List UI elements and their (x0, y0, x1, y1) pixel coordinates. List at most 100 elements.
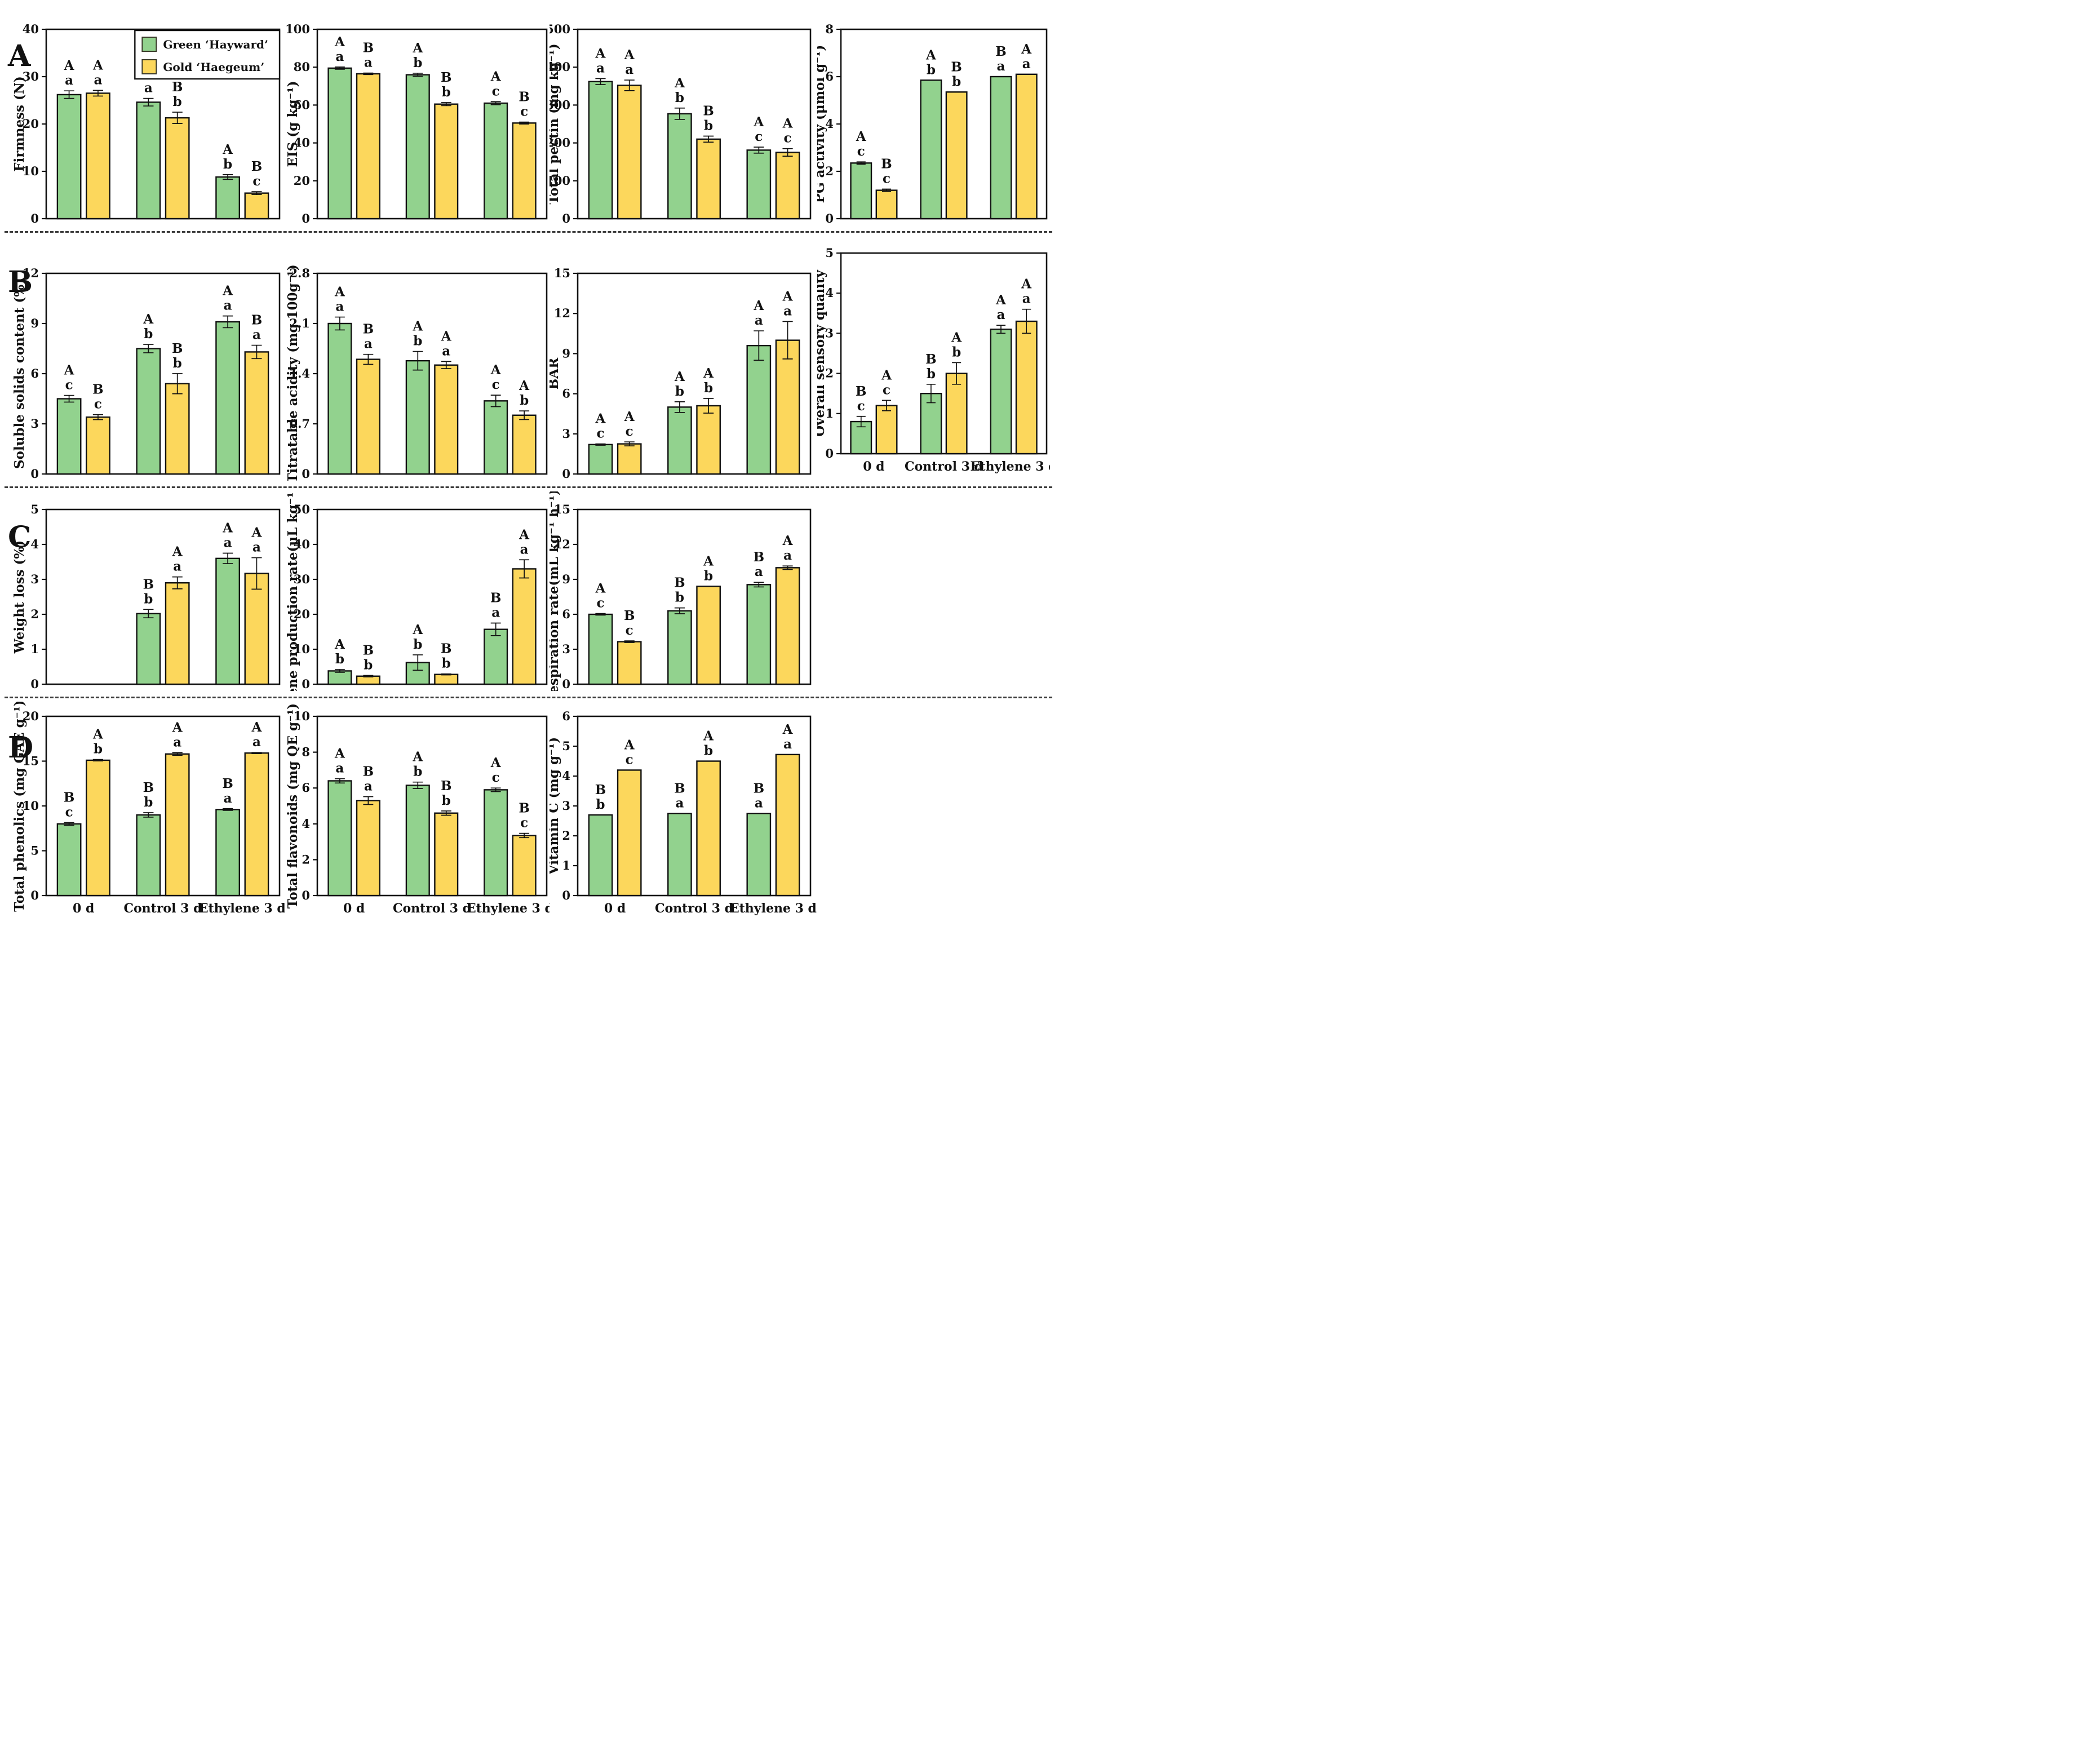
bar (405, 74, 430, 220)
bar (434, 364, 459, 475)
error-bar (754, 330, 764, 361)
legend-label: Gold ‘Haegeum’ (163, 60, 264, 74)
y-tick-label: 0 (562, 211, 570, 225)
sig-letter-lower: c (857, 144, 865, 159)
y-axis-label: Total phenolics (mg GAE g⁻¹) (12, 702, 27, 912)
bar-group-0-d-gold: Ab (86, 727, 110, 897)
error-bar (363, 72, 374, 76)
sig-letter-lower: c (626, 623, 633, 638)
error-bar (754, 582, 764, 588)
sig-letter-lower: c (784, 131, 792, 146)
error-bar (413, 73, 423, 77)
bar (356, 800, 380, 897)
bar (990, 76, 1012, 220)
sig-letter-upper: A (753, 298, 764, 313)
error-bar (754, 147, 764, 154)
error-bar (674, 107, 685, 120)
legend-swatch-green (141, 37, 157, 52)
sig-letter-upper: A (334, 34, 345, 50)
sig-letter-lower: a (783, 548, 792, 563)
y-tick-label: 0 (30, 211, 39, 225)
sig-letter-lower: a (224, 298, 232, 313)
sig-letter-upper: B (595, 782, 606, 797)
error-bar (703, 135, 714, 143)
sig-letter-upper: A (753, 114, 764, 130)
error-bar (222, 174, 233, 180)
bar-group-0-d-green: Aa (327, 746, 352, 897)
sig-letter-lower: a (173, 559, 181, 574)
chart-titratable-acidity: 0 0.7 1.4 2.1 2.8 Titratable acidity (mg 100g… (285, 256, 550, 483)
sig-letter-upper: A (782, 116, 794, 131)
error-bar (674, 607, 685, 614)
sig-letter-upper: B (674, 575, 685, 591)
bar-group-Ethylene-3-d-green: Aa (990, 293, 1012, 455)
plot-box (316, 715, 548, 897)
sig-letter-lower: b (413, 764, 422, 779)
sig-letter-lower: a (335, 761, 344, 776)
error-bar (490, 622, 501, 636)
plot-box (577, 272, 812, 475)
sig-letter-lower: a (783, 737, 792, 752)
error-bar (143, 98, 154, 107)
sig-letter-lower: b (704, 743, 713, 759)
bar-group-0-d-gold: Bc (875, 157, 898, 220)
sig-letter-upper: A (703, 553, 714, 569)
y-tick-label: 0 (825, 446, 834, 460)
y-tick-label: 40 (294, 136, 310, 150)
error-bar (441, 361, 451, 369)
bar-group-Control-3-d-green: Ab (667, 369, 692, 475)
sig-letter-upper: A (1021, 42, 1032, 57)
y-axis-label: Titratable acidity (mg 100g⁻¹) (285, 264, 300, 481)
sig-letter-upper: B (251, 159, 262, 174)
sig-letter-upper: A (172, 544, 183, 560)
y-axis-label: Ethylene production rate(μL kg⁻¹ h⁻¹) (285, 491, 300, 691)
error-bar (782, 565, 793, 570)
bar-group-Ethylene-3-d-green: Ac (746, 114, 772, 220)
y-axis-label: BAR (550, 357, 561, 389)
sig-letter-upper: A (222, 142, 233, 157)
bar-group-Ethylene-3-d-green: Aa (215, 521, 240, 685)
x-tick-label: 0 d (73, 901, 94, 916)
bar (1015, 320, 1038, 455)
bar (945, 91, 968, 220)
sig-letter-upper: A (856, 129, 867, 144)
y-tick-label: 9 (562, 572, 570, 586)
sig-letter-lower: c (520, 104, 528, 119)
sig-letter-lower: b (413, 637, 422, 652)
sig-letter-lower: a (364, 336, 373, 352)
bar-group-Control-3-d-gold: Ab (696, 553, 721, 685)
bar-group-0-d-gold: Aa (86, 57, 110, 220)
error-bar (595, 78, 606, 85)
y-tick-label: 3 (30, 416, 39, 431)
sig-letter-upper: B (143, 577, 154, 592)
sig-letter-lower: c (94, 397, 102, 412)
bar-group-0-d-gold: Ba (356, 764, 380, 897)
y-axis-label: Firmness (N) (12, 76, 27, 172)
sig-letter-lower: c (520, 816, 528, 831)
bar (484, 628, 508, 685)
sig-letter-upper: B (490, 591, 501, 606)
error-bar (413, 781, 423, 790)
sig-letter-upper: B (222, 776, 233, 791)
y-tick-label: 2 (562, 828, 570, 843)
plot-box (840, 252, 1048, 455)
bar-group-Ethylene-3-d-gold: Bc (512, 801, 537, 897)
sig-letter-lower: a (364, 55, 373, 70)
bar-group-Ethylene-3-d-gold: Bc (512, 90, 537, 220)
y-tick-label: 100 (285, 22, 310, 36)
sig-letter-upper: A (782, 533, 794, 548)
sig-letter-upper: A (334, 637, 345, 652)
sig-letter-lower: a (224, 791, 232, 806)
error-bar (92, 414, 104, 420)
sig-letter-lower: b (413, 334, 422, 349)
error-bar (519, 121, 530, 125)
bar (696, 138, 721, 220)
error-bar (334, 316, 345, 331)
bar (746, 584, 772, 685)
bar (136, 348, 161, 475)
